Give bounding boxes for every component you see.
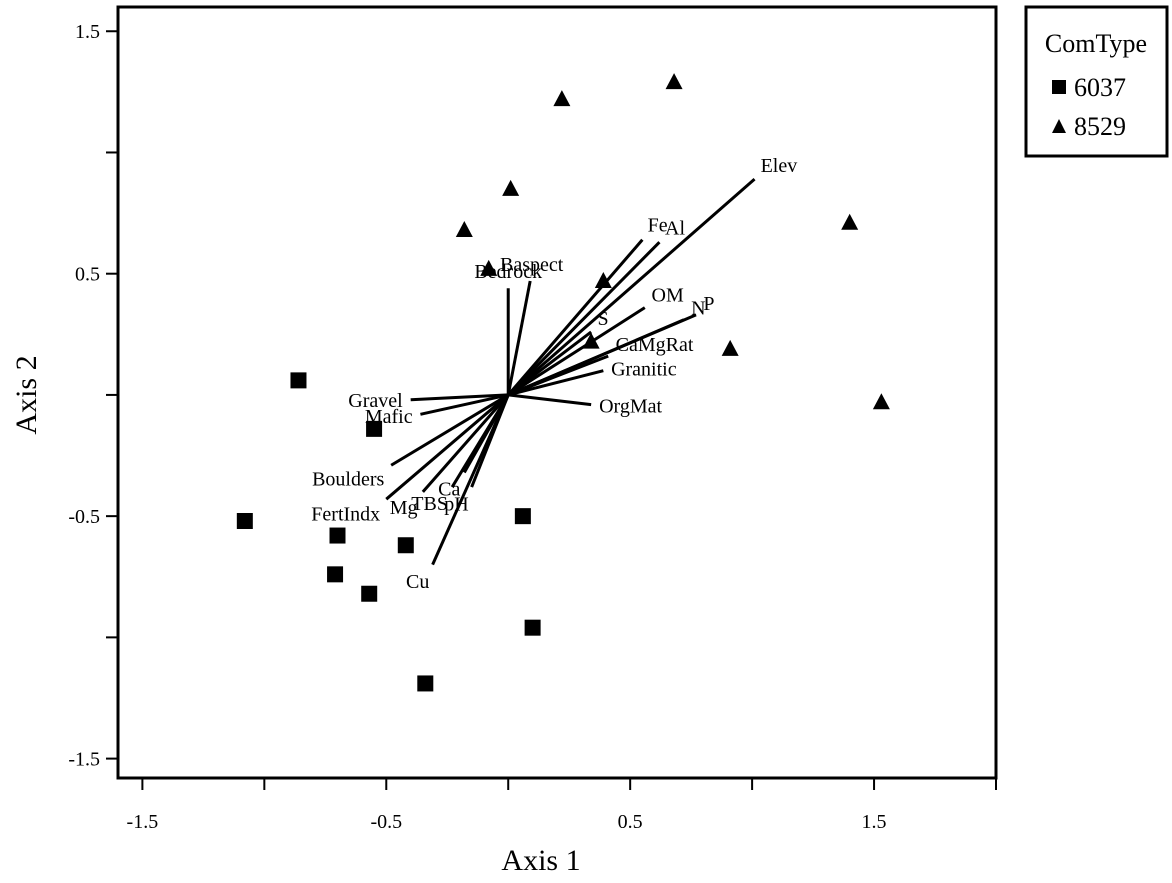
point-6037: [329, 527, 346, 544]
x-tick-label: -1.5: [127, 811, 159, 833]
x-tick-label: 0.5: [618, 811, 643, 833]
vector-al: [507, 241, 661, 396]
vector-granitic: [507, 369, 604, 397]
y-tick-label: 1.5: [75, 21, 100, 43]
vector-gravel: [410, 393, 509, 402]
legend-title: ComType: [1045, 29, 1147, 58]
vector-label-elev: Elev: [761, 155, 798, 177]
vector-om: [507, 306, 646, 397]
point-8529: [841, 213, 859, 230]
y-tick-label: 0.5: [75, 264, 100, 286]
vector-label-baspect: Baspect: [500, 254, 564, 276]
point-6037: [514, 508, 531, 525]
point-8529: [455, 221, 473, 238]
vector-label-al: Al: [665, 217, 685, 239]
vector-label-mg: Mg: [390, 497, 418, 519]
vector-label-camgrat: CaMgRat: [616, 334, 694, 356]
vector-label-fertindx: FertIndx: [311, 503, 380, 525]
vector-elev: [507, 178, 756, 397]
point-8529: [553, 90, 571, 107]
x-axis: -1.5 -0.5 0.5 1.5: [127, 778, 997, 833]
vector-fe: [507, 238, 644, 396]
legend-label-8529: 8529: [1074, 112, 1126, 141]
vector-label-orgmat: OrgMat: [599, 396, 662, 418]
point-6037: [361, 585, 378, 602]
legend-label-6037: 6037: [1074, 73, 1126, 102]
legend: ComType 6037 8529: [1024, 5, 1169, 158]
vector-label-ca: Ca: [438, 478, 460, 500]
x-tick-label: 1.5: [862, 811, 887, 833]
vector-fertindx: [385, 393, 510, 501]
vector-boulders: [390, 393, 509, 467]
vector-s: [507, 330, 593, 397]
points-layer: [236, 73, 890, 692]
vector-label-cu: Cu: [406, 571, 429, 593]
vector-label-fe: Fe: [648, 215, 668, 237]
y-tick-label: -0.5: [68, 506, 100, 528]
point-6037: [366, 420, 383, 437]
point-6037: [417, 675, 434, 692]
point-8529: [721, 339, 739, 356]
legend-box: [1024, 5, 1169, 158]
y-tick-label: -1.5: [68, 749, 100, 771]
vector-mg: [421, 393, 510, 493]
x-axis-title: Axis 1: [501, 844, 580, 877]
vector-label-tbs: TBS: [411, 493, 448, 515]
legend-marker-square: [1052, 80, 1066, 94]
point-8529: [594, 271, 612, 288]
point-6037: [290, 372, 307, 389]
y-axis-title: Axis 2: [10, 355, 43, 434]
point-8529: [480, 259, 498, 276]
x-tick-label: -0.5: [370, 811, 402, 833]
vector-label-boulders: Boulders: [312, 468, 384, 490]
point-6037: [397, 537, 414, 554]
vector-label-om: OM: [652, 284, 684, 306]
vector-baspect: [506, 280, 532, 396]
vector-label-gravel: Gravel: [348, 390, 403, 412]
vector-mafic: [420, 393, 509, 416]
point-6037: [236, 513, 253, 529]
vector-label-p: P: [703, 293, 714, 315]
point-6037: [327, 566, 344, 583]
point-8529: [872, 393, 890, 410]
plot-area: [116, 5, 998, 780]
y-axis: -1.5 -0.5 0.5 1.5: [68, 21, 118, 771]
legend-marker-triangle: [1052, 119, 1066, 133]
vector-label-n: N: [691, 298, 705, 320]
vector-orgmat: [508, 393, 592, 407]
point-8529: [582, 332, 600, 349]
point-8529: [665, 73, 683, 90]
vector-label-s: S: [598, 308, 609, 330]
vector-cu: [431, 394, 510, 566]
point-8529: [502, 179, 520, 196]
point-6037: [524, 619, 541, 636]
vector-label-granitic: Granitic: [611, 359, 677, 381]
vector-camgrat: [507, 354, 609, 397]
